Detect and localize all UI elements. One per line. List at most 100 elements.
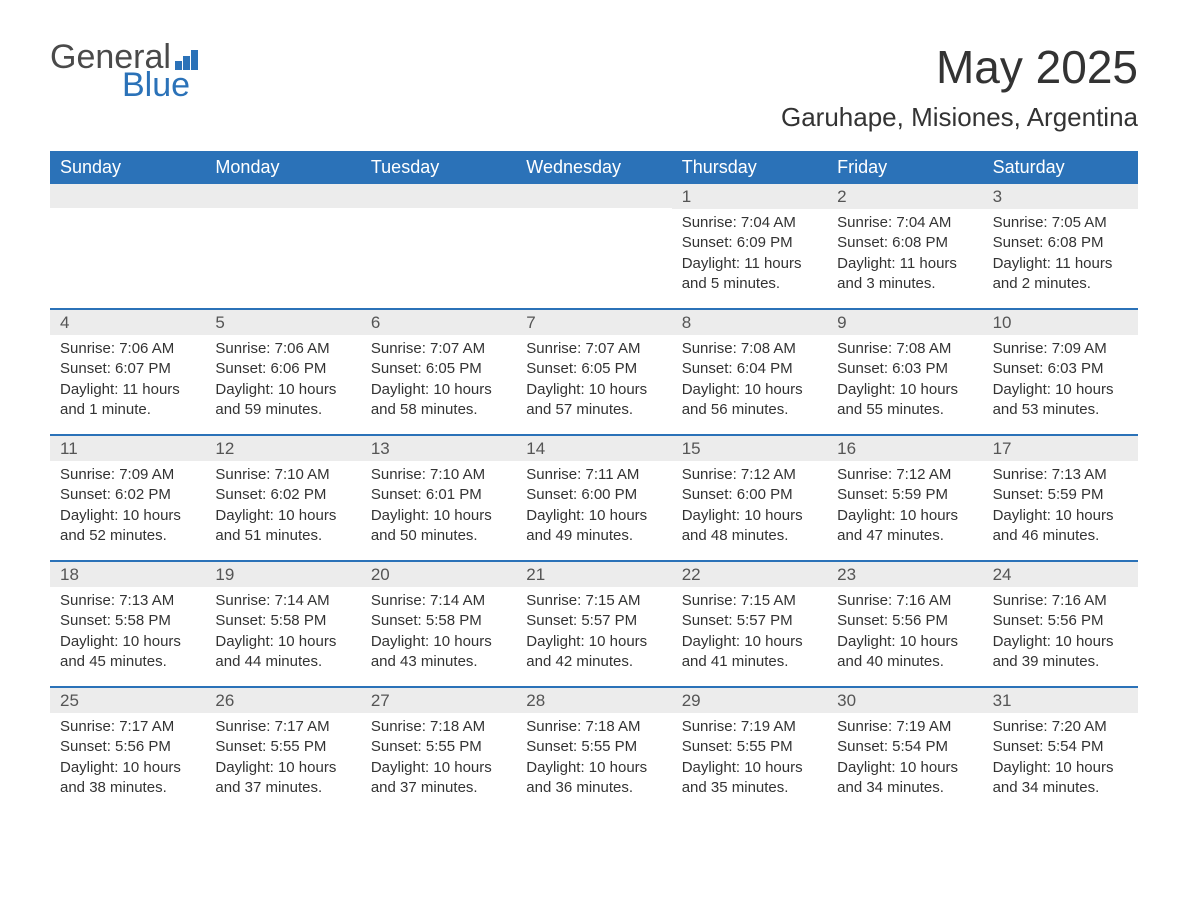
daylight-text: Daylight: 10 hours and 57 minutes.: [526, 380, 661, 421]
sunset-text: Sunset: 5:58 PM: [60, 611, 195, 631]
daylight-text: Daylight: 10 hours and 37 minutes.: [215, 758, 350, 799]
day-body: Sunrise: 7:17 AMSunset: 5:56 PMDaylight:…: [50, 713, 205, 806]
sunrise-text: Sunrise: 7:16 AM: [837, 591, 972, 611]
day-number-empty: [516, 184, 671, 208]
daylight-text: Daylight: 10 hours and 59 minutes.: [215, 380, 350, 421]
week-row: 11Sunrise: 7:09 AMSunset: 6:02 PMDayligh…: [50, 434, 1138, 560]
day-cell: 11Sunrise: 7:09 AMSunset: 6:02 PMDayligh…: [50, 436, 205, 560]
day-header-row: Sunday Monday Tuesday Wednesday Thursday…: [50, 151, 1138, 184]
day-cell: 21Sunrise: 7:15 AMSunset: 5:57 PMDayligh…: [516, 562, 671, 686]
day-cell: 5Sunrise: 7:06 AMSunset: 6:06 PMDaylight…: [205, 310, 360, 434]
day-cell: 15Sunrise: 7:12 AMSunset: 6:00 PMDayligh…: [672, 436, 827, 560]
day-number: 9: [827, 310, 982, 335]
day-number: 11: [50, 436, 205, 461]
day-cell: 28Sunrise: 7:18 AMSunset: 5:55 PMDayligh…: [516, 688, 671, 812]
day-cell: 22Sunrise: 7:15 AMSunset: 5:57 PMDayligh…: [672, 562, 827, 686]
day-cell: 9Sunrise: 7:08 AMSunset: 6:03 PMDaylight…: [827, 310, 982, 434]
daylight-text: Daylight: 10 hours and 55 minutes.: [837, 380, 972, 421]
day-number: 26: [205, 688, 360, 713]
day-header-thursday: Thursday: [672, 151, 827, 184]
day-cell: 6Sunrise: 7:07 AMSunset: 6:05 PMDaylight…: [361, 310, 516, 434]
day-number: 20: [361, 562, 516, 587]
sunset-text: Sunset: 6:03 PM: [993, 359, 1128, 379]
logo: General Blue: [50, 40, 198, 102]
daylight-text: Daylight: 10 hours and 44 minutes.: [215, 632, 350, 673]
daylight-text: Daylight: 10 hours and 50 minutes.: [371, 506, 506, 547]
day-number: 16: [827, 436, 982, 461]
day-number: 13: [361, 436, 516, 461]
day-body: Sunrise: 7:19 AMSunset: 5:54 PMDaylight:…: [827, 713, 982, 806]
daylight-text: Daylight: 10 hours and 56 minutes.: [682, 380, 817, 421]
day-cell: 16Sunrise: 7:12 AMSunset: 5:59 PMDayligh…: [827, 436, 982, 560]
day-header-tuesday: Tuesday: [361, 151, 516, 184]
daylight-text: Daylight: 10 hours and 34 minutes.: [837, 758, 972, 799]
sunset-text: Sunset: 6:01 PM: [371, 485, 506, 505]
day-cell: 7Sunrise: 7:07 AMSunset: 6:05 PMDaylight…: [516, 310, 671, 434]
day-number: 27: [361, 688, 516, 713]
day-header-monday: Monday: [205, 151, 360, 184]
sunset-text: Sunset: 5:54 PM: [993, 737, 1128, 757]
sunset-text: Sunset: 6:08 PM: [837, 233, 972, 253]
day-header-wednesday: Wednesday: [516, 151, 671, 184]
day-cell: 13Sunrise: 7:10 AMSunset: 6:01 PMDayligh…: [361, 436, 516, 560]
sunrise-text: Sunrise: 7:19 AM: [682, 717, 817, 737]
day-body: Sunrise: 7:15 AMSunset: 5:57 PMDaylight:…: [672, 587, 827, 680]
day-cell: [50, 184, 205, 308]
day-cell: 27Sunrise: 7:18 AMSunset: 5:55 PMDayligh…: [361, 688, 516, 812]
day-body: Sunrise: 7:10 AMSunset: 6:01 PMDaylight:…: [361, 461, 516, 554]
sunrise-text: Sunrise: 7:13 AM: [993, 465, 1128, 485]
day-cell: 18Sunrise: 7:13 AMSunset: 5:58 PMDayligh…: [50, 562, 205, 686]
day-body: Sunrise: 7:18 AMSunset: 5:55 PMDaylight:…: [361, 713, 516, 806]
sunset-text: Sunset: 6:05 PM: [371, 359, 506, 379]
sunrise-text: Sunrise: 7:06 AM: [60, 339, 195, 359]
sunrise-text: Sunrise: 7:19 AM: [837, 717, 972, 737]
day-cell: 2Sunrise: 7:04 AMSunset: 6:08 PMDaylight…: [827, 184, 982, 308]
day-body: Sunrise: 7:16 AMSunset: 5:56 PMDaylight:…: [983, 587, 1138, 680]
sunrise-text: Sunrise: 7:05 AM: [993, 213, 1128, 233]
daylight-text: Daylight: 10 hours and 53 minutes.: [993, 380, 1128, 421]
day-cell: 23Sunrise: 7:16 AMSunset: 5:56 PMDayligh…: [827, 562, 982, 686]
daylight-text: Daylight: 10 hours and 43 minutes.: [371, 632, 506, 673]
day-body: Sunrise: 7:18 AMSunset: 5:55 PMDaylight:…: [516, 713, 671, 806]
daylight-text: Daylight: 10 hours and 46 minutes.: [993, 506, 1128, 547]
day-body: Sunrise: 7:14 AMSunset: 5:58 PMDaylight:…: [361, 587, 516, 680]
sunset-text: Sunset: 5:55 PM: [215, 737, 350, 757]
daylight-text: Daylight: 10 hours and 45 minutes.: [60, 632, 195, 673]
sunset-text: Sunset: 5:57 PM: [526, 611, 661, 631]
sunrise-text: Sunrise: 7:09 AM: [60, 465, 195, 485]
week-row: 1Sunrise: 7:04 AMSunset: 6:09 PMDaylight…: [50, 184, 1138, 308]
day-number: 29: [672, 688, 827, 713]
daylight-text: Daylight: 10 hours and 39 minutes.: [993, 632, 1128, 673]
sunrise-text: Sunrise: 7:12 AM: [837, 465, 972, 485]
day-body: Sunrise: 7:04 AMSunset: 6:09 PMDaylight:…: [672, 209, 827, 302]
day-cell: 20Sunrise: 7:14 AMSunset: 5:58 PMDayligh…: [361, 562, 516, 686]
sunset-text: Sunset: 5:56 PM: [60, 737, 195, 757]
week-row: 4Sunrise: 7:06 AMSunset: 6:07 PMDaylight…: [50, 308, 1138, 434]
sunrise-text: Sunrise: 7:08 AM: [837, 339, 972, 359]
daylight-text: Daylight: 10 hours and 41 minutes.: [682, 632, 817, 673]
title-block: May 2025 Garuhape, Misiones, Argentina: [781, 40, 1138, 133]
day-header-saturday: Saturday: [983, 151, 1138, 184]
day-body: Sunrise: 7:08 AMSunset: 6:03 PMDaylight:…: [827, 335, 982, 428]
sunset-text: Sunset: 5:58 PM: [371, 611, 506, 631]
sunset-text: Sunset: 5:55 PM: [526, 737, 661, 757]
sunrise-text: Sunrise: 7:09 AM: [993, 339, 1128, 359]
day-cell: 31Sunrise: 7:20 AMSunset: 5:54 PMDayligh…: [983, 688, 1138, 812]
day-number: 17: [983, 436, 1138, 461]
logo-text-blue: Blue: [122, 68, 190, 102]
daylight-text: Daylight: 11 hours and 5 minutes.: [682, 254, 817, 295]
day-body: Sunrise: 7:10 AMSunset: 6:02 PMDaylight:…: [205, 461, 360, 554]
sunrise-text: Sunrise: 7:15 AM: [526, 591, 661, 611]
day-body: Sunrise: 7:20 AMSunset: 5:54 PMDaylight:…: [983, 713, 1138, 806]
day-number: 1: [672, 184, 827, 209]
page-header: General Blue May 2025 Garuhape, Misiones…: [50, 40, 1138, 133]
daylight-text: Daylight: 11 hours and 2 minutes.: [993, 254, 1128, 295]
day-number: 21: [516, 562, 671, 587]
sunrise-text: Sunrise: 7:04 AM: [837, 213, 972, 233]
daylight-text: Daylight: 10 hours and 58 minutes.: [371, 380, 506, 421]
day-number: 23: [827, 562, 982, 587]
sunset-text: Sunset: 5:55 PM: [371, 737, 506, 757]
weeks-container: 1Sunrise: 7:04 AMSunset: 6:09 PMDaylight…: [50, 184, 1138, 812]
day-body: Sunrise: 7:07 AMSunset: 6:05 PMDaylight:…: [361, 335, 516, 428]
sunset-text: Sunset: 6:00 PM: [682, 485, 817, 505]
